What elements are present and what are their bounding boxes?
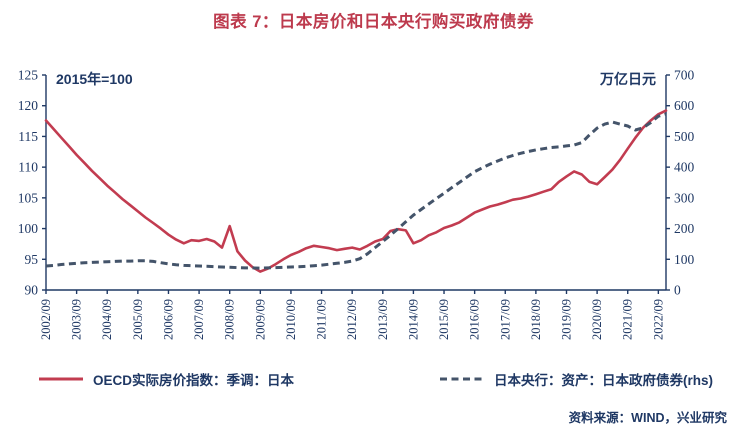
- x-axis-tick-label: 2020/09: [590, 299, 604, 340]
- series-line-house-price-index: [44, 109, 668, 273]
- x-axis-tick-label: 2003/09: [70, 299, 84, 340]
- x-axis-tick-label: 2008/09: [223, 299, 237, 340]
- legend-item-house-price-index: OECD实际房价指数：季调：日本: [38, 369, 294, 389]
- right-axis-tick-label: 400: [674, 160, 695, 175]
- right-axis-tick-label: 500: [674, 129, 695, 144]
- left-axis-tick-label: 105: [18, 190, 39, 205]
- right-axis-unit-label: 万亿日元: [599, 71, 656, 87]
- left-axis-tick-label: 125: [18, 68, 39, 83]
- left-axis-tick-label: 110: [18, 160, 38, 175]
- x-axis-tick-label: 2015/09: [437, 299, 451, 340]
- data-source: 资料来源：WIND，兴业研究: [568, 411, 727, 425]
- right-axis-tick-label: 300: [674, 190, 695, 205]
- right-axis-tick-label: 700: [674, 68, 695, 83]
- x-axis-tick-label: 2006/09: [161, 299, 175, 340]
- x-axis-tick-label: 2017/09: [498, 299, 512, 340]
- legend-label-house-price-index: OECD实际房价指数：季调：日本: [93, 373, 295, 388]
- x-axis-tick-label: 2019/09: [559, 299, 573, 340]
- left-axis-tick-label: 95: [25, 252, 39, 267]
- left-axis-tick-label: 115: [18, 129, 38, 144]
- x-axis-tick-label: 2012/09: [345, 299, 359, 340]
- x-axis-tick-label: 2004/09: [100, 299, 114, 340]
- legend-solid-line-icon: [39, 377, 83, 381]
- chart-legend: OECD实际房价指数：季调：日本 日本央行：资产：日本政府债券(rhs): [0, 369, 747, 389]
- right-axis-tick-label: 100: [674, 252, 695, 267]
- x-axis-tick-label: 2009/09: [253, 299, 267, 340]
- x-axis-tick-label: 2021/09: [621, 299, 635, 340]
- x-axis-tick-label: 2010/09: [284, 299, 298, 340]
- x-axis-tick-label: 2018/09: [529, 299, 543, 340]
- x-axis-tick-label: 2007/09: [192, 299, 206, 340]
- x-axis-tick-label: 2014/09: [406, 299, 420, 340]
- chart-canvas: 125 120 115 110 105 100 95 90 700 600 500 400 300 200…: [18, 68, 695, 340]
- right-axis-tick-label: 0: [674, 283, 681, 298]
- series-line-boj-jgb: [45, 112, 667, 270]
- x-axis-tick-label: 2011/09: [315, 299, 329, 340]
- right-axis-tick-label: 200: [674, 221, 695, 236]
- left-axis-unit-label: 2015年=100: [56, 71, 133, 87]
- left-axis-tick-label: 100: [18, 221, 39, 236]
- figure-title: 图表 7：日本房价和日本央行购买政府债券: [213, 13, 534, 31]
- right-axis-tick-label: 600: [674, 98, 695, 113]
- x-axis-tick-label: 2002/09: [39, 299, 53, 340]
- x-axis-tick-label: 2016/09: [468, 299, 482, 340]
- legend-label-boj-jgb: 日本央行：资产：日本政府债券(rhs): [494, 373, 713, 388]
- x-axis-tick-label: 2013/09: [376, 299, 390, 340]
- left-axis-tick-label: 120: [18, 98, 39, 113]
- legend-item-boj-jgb: 日本央行：资产：日本政府债券(rhs): [439, 369, 713, 389]
- left-axis-tick-label: 90: [25, 283, 39, 298]
- x-axis-tick-label: 2022/09: [651, 299, 665, 340]
- x-axis-tick-label: 2005/09: [131, 299, 145, 340]
- legend-dashed-line-icon: [440, 377, 484, 381]
